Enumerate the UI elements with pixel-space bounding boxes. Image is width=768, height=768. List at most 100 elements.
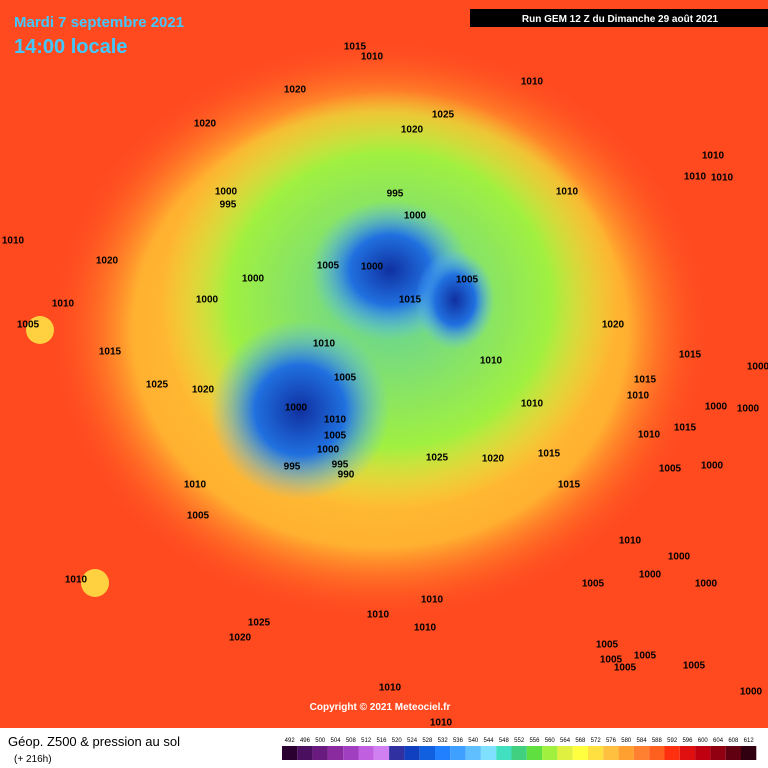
isobar-label: 1020 [602,320,625,331]
isobar-label: 1005 [187,511,210,522]
legend-value: 592 [667,738,678,744]
low-siberia [415,250,495,350]
isobar-label: 995 [332,460,349,471]
isobar-label: 1010 [324,415,347,426]
isobar-label: 1000 [404,211,427,222]
legend-swatch [297,746,313,760]
legend-value: 548 [499,738,510,744]
isobar-label: 1010 [556,187,579,198]
isobar-label: 990 [338,470,355,481]
legend-swatch [327,746,344,760]
isobar-label: 1005 [317,261,340,272]
legend-swatch [572,746,588,760]
legend-value: 576 [606,738,617,744]
isobar-label: 1025 [248,618,271,629]
legend-value: 496 [300,738,311,744]
isobar-label: 1000 [747,362,768,373]
isobar-label: 1000 [639,570,662,581]
isobar-label: 1015 [399,295,422,306]
isobar-label: 1000 [737,404,760,415]
isobar-label: 1005 [634,651,657,662]
isobar-label: 1010 [480,356,503,367]
legend-swatch [542,746,558,760]
legend-swatch [496,746,512,760]
isobar-label: 1000 [705,402,728,413]
legend-value: 516 [376,738,387,744]
legend-swatch [695,746,711,760]
legend-swatch [312,746,328,760]
legend-value: 608 [728,738,739,744]
legend-value: 560 [545,738,556,744]
legend-value: 584 [637,738,648,744]
isobar-label: 1015 [538,449,561,460]
isobar-label: 1010 [2,236,25,247]
isobar-label: 1025 [426,453,449,464]
isobar-label: 1010 [361,52,384,63]
isobar-label: 1005 [17,320,40,331]
isobar-label: 1005 [614,663,637,674]
isobar-label: 1010 [638,430,661,441]
isobar-label: 1010 [627,391,650,402]
cyclone-marker [81,569,109,597]
legend-swatch [511,746,527,760]
legend-value: 596 [682,738,693,744]
legend-value: 564 [560,738,571,744]
isobar-label: 1010 [521,399,544,410]
legend-value: 600 [698,738,709,744]
isobar-label: 1010 [52,299,75,310]
isobar-label: 1010 [702,151,725,162]
isobar-label: 1000 [196,295,219,306]
legend-value: 536 [453,738,464,744]
legend-swatch [588,746,604,760]
legend-value: 552 [514,738,525,744]
legend-value: 580 [621,738,632,744]
isobar-label: 1020 [229,633,252,644]
copyright: Copyright © 2021 Meteociel.fr [310,702,451,713]
isobar-label: 1005 [324,431,347,442]
legend-value: 588 [652,738,663,744]
legend-swatch [557,746,573,760]
isobar-label: 1005 [683,661,706,672]
isobar-label: 1010 [521,77,544,88]
legend-value: 500 [315,738,326,744]
legend-value: 512 [361,738,372,744]
footer-title: Géop. Z500 & pression au sol [8,734,180,749]
isobar-label: 1005 [334,373,357,384]
isobar-label: 1010 [421,595,444,606]
isobar-label: 1015 [679,350,702,361]
isobar-label: 1020 [401,125,424,136]
isobar-label: 1000 [361,262,384,273]
isobar-label: 1015 [99,347,122,358]
legend-swatch [649,746,665,760]
isobar-label: 1020 [482,454,505,465]
legend-value: 524 [407,738,418,744]
low-atlantic [210,320,390,500]
isobar-label: 1000 [701,461,724,472]
isobar-label: 1000 [695,579,718,590]
isobar-label: 1020 [284,85,307,96]
isobar-label: 1010 [684,172,707,183]
legend-value: 612 [744,738,755,744]
legend-value: 544 [484,738,495,744]
legend-value: 520 [392,738,403,744]
isobar-label: 1015 [344,42,367,53]
isobar-label: 1020 [194,119,217,130]
legend-swatch [282,746,298,760]
legend-swatch [358,746,374,760]
isobar-label: 995 [284,462,301,473]
legend-swatch [419,746,435,760]
isobar-label: 1015 [634,375,657,386]
legend-swatch [741,746,757,760]
isobar-label: 1010 [65,575,88,586]
isobar-label: 1010 [619,536,642,547]
cyclone-marker [26,316,54,344]
isobar-label: 1010 [184,480,207,491]
legend-value: 556 [529,738,540,744]
isobar-label: 1005 [596,640,619,651]
footer-lead: (+ 216h) [14,754,52,765]
isobar-label: 1010 [379,683,402,694]
isobar-label: 1000 [740,687,763,698]
legend-value: 508 [346,738,357,744]
isobar-label: 1015 [674,423,697,434]
